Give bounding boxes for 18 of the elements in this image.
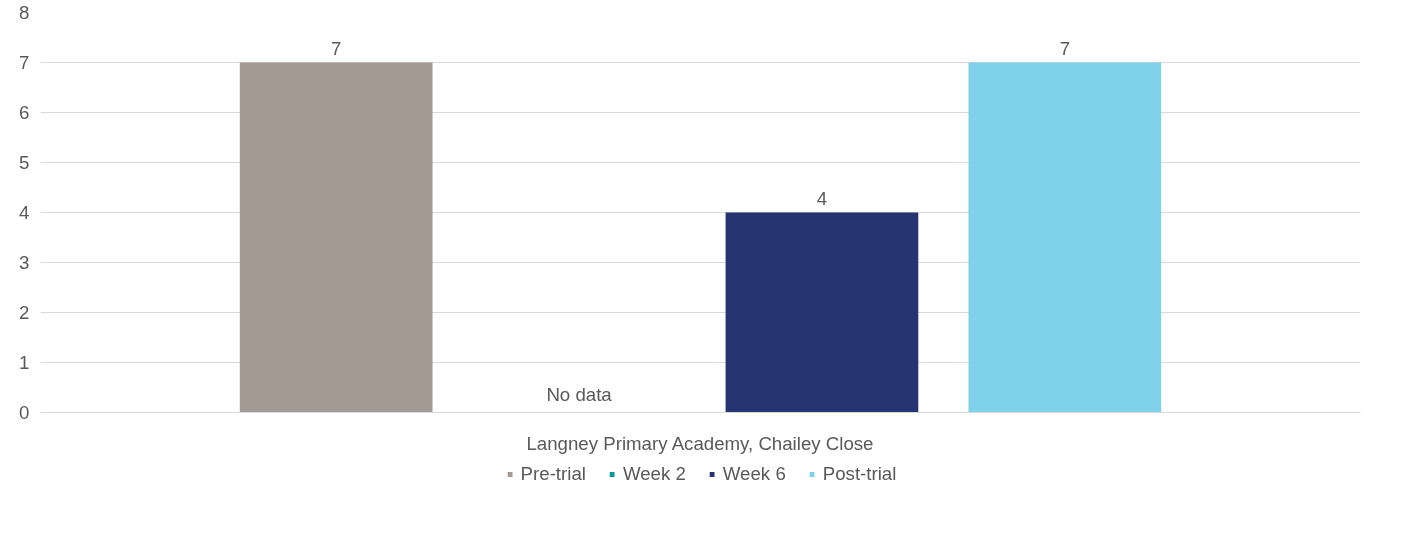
data-label: 7	[330, 37, 342, 59]
legend-label: Post-trial	[822, 463, 897, 485]
y-tick-label: 5	[19, 152, 30, 173]
y-tick-label: 3	[19, 252, 30, 273]
y-tick-label: 7	[19, 52, 30, 73]
data-label: 7	[1059, 37, 1071, 59]
y-tick-label: 6	[19, 102, 30, 123]
data-label: 4	[816, 187, 828, 209]
y-tick-label: 0	[19, 402, 30, 423]
y-tick-label: 4	[19, 202, 30, 223]
x-tick-label: Langney Primary Academy, Chailey Close	[526, 432, 874, 454]
y-tick-label: 2	[19, 302, 30, 323]
legend-label: Week 6	[722, 463, 786, 485]
text: No data	[546, 383, 612, 405]
legend-label: Week 2	[622, 463, 686, 485]
y-tick-label: 8	[19, 2, 30, 23]
legend-label: Pre-trial	[520, 463, 586, 485]
y-tick-label: 1	[19, 352, 30, 373]
